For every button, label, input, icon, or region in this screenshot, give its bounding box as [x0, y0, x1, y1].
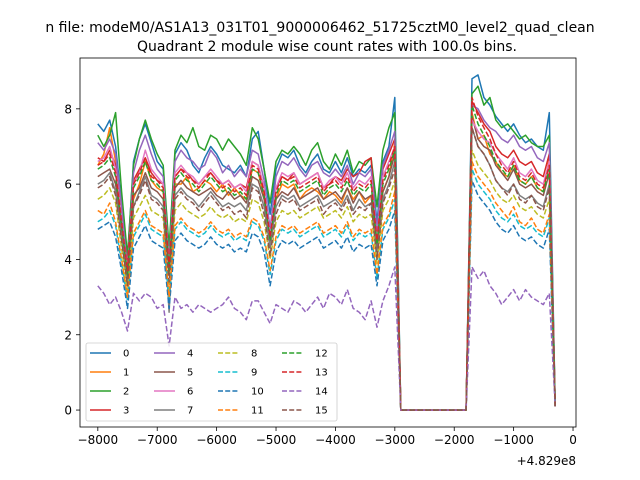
legend-label-7: 7: [187, 406, 193, 417]
x-tick-label: −2000: [434, 433, 475, 447]
legend-label-12: 12: [315, 349, 328, 360]
legend-label-6: 6: [187, 387, 193, 398]
legend-label-13: 13: [315, 368, 328, 379]
legend-box: [85, 342, 338, 422]
x-tick-label: −1000: [493, 433, 534, 447]
legend-label-14: 14: [315, 387, 328, 398]
series-line-10: [97, 179, 556, 411]
legend-label-11: 11: [251, 406, 264, 417]
x-tick-label: −5000: [256, 433, 297, 447]
x-offset-label: +4.829e8: [517, 454, 576, 468]
plot-frame: [79, 57, 577, 428]
x-tick-label: −3000: [375, 433, 416, 447]
x-tick-label: −7000: [137, 433, 178, 447]
series-line-13: [97, 96, 556, 411]
series-line-8: [97, 149, 556, 411]
legend-label-4: 4: [187, 349, 193, 360]
y-tick-label: 4: [64, 253, 72, 267]
chart-title: Quadrant 2 module wise count rates with …: [137, 39, 517, 55]
legend-label-15: 15: [315, 406, 328, 417]
x-tick-label: −6000: [196, 433, 237, 447]
x-tick-label: 0: [569, 433, 577, 447]
series-line-11: [97, 160, 556, 411]
legend-label-1: 1: [123, 368, 129, 379]
legend-label-0: 0: [123, 349, 129, 360]
legend-label-8: 8: [251, 349, 257, 360]
x-tick-label: −8000: [78, 433, 119, 447]
legend-label-5: 5: [187, 368, 193, 379]
legend-label-3: 3: [123, 406, 129, 417]
legend-label-9: 9: [251, 368, 257, 379]
y-tick-label: 0: [64, 404, 72, 418]
y-tick-label: 6: [64, 178, 72, 192]
series-layer: [97, 74, 556, 411]
axes-layer: −8000 −7000 −6000 −5000 −4000 −3000 −2000 −1000…: [64, 102, 576, 447]
chart-suptitle: n file: modeM0/AS1A13_031T01_9000006462_…: [45, 20, 594, 36]
series-line-15: [97, 126, 556, 411]
series-line-12: [97, 104, 556, 411]
legend-label-2: 2: [123, 387, 129, 398]
y-tick-label: 2: [64, 328, 72, 342]
legend-label-10: 10: [251, 387, 264, 398]
series-line-9: [97, 168, 556, 411]
y-tick-label: 8: [64, 102, 72, 116]
x-tick-label: −4000: [315, 433, 356, 447]
